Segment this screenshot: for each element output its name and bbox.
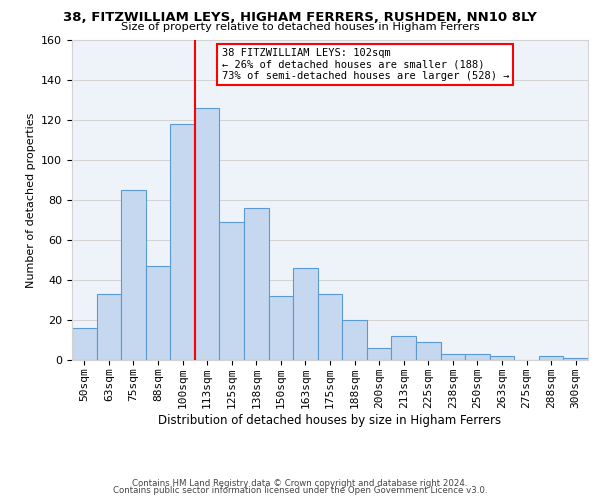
Text: Contains HM Land Registry data © Crown copyright and database right 2024.: Contains HM Land Registry data © Crown c… (132, 478, 468, 488)
Bar (97, 294, 121, 360)
Bar (563, 358, 588, 360)
Bar (490, 356, 514, 360)
Bar (269, 296, 293, 360)
Bar (220, 222, 244, 360)
Bar (416, 342, 440, 360)
Text: 38 FITZWILLIAM LEYS: 102sqm
← 26% of detached houses are smaller (188)
73% of se: 38 FITZWILLIAM LEYS: 102sqm ← 26% of det… (221, 48, 509, 81)
Bar (367, 348, 391, 360)
Text: Size of property relative to detached houses in Higham Ferrers: Size of property relative to detached ho… (121, 22, 479, 32)
Bar (170, 124, 195, 360)
X-axis label: Distribution of detached houses by size in Higham Ferrers: Distribution of detached houses by size … (158, 414, 502, 426)
Text: 38, FITZWILLIAM LEYS, HIGHAM FERRERS, RUSHDEN, NN10 8LY: 38, FITZWILLIAM LEYS, HIGHAM FERRERS, RU… (63, 11, 537, 24)
Bar (539, 356, 563, 360)
Bar (244, 208, 269, 360)
Bar (121, 190, 146, 360)
Bar (440, 354, 465, 360)
Bar (195, 108, 220, 360)
Y-axis label: Number of detached properties: Number of detached properties (26, 112, 35, 288)
Bar (72, 328, 97, 360)
Text: Contains public sector information licensed under the Open Government Licence v3: Contains public sector information licen… (113, 486, 487, 495)
Bar (465, 354, 490, 360)
Bar (318, 294, 342, 360)
Bar (391, 336, 416, 360)
Bar (342, 320, 367, 360)
Bar (293, 268, 318, 360)
Bar (146, 266, 170, 360)
